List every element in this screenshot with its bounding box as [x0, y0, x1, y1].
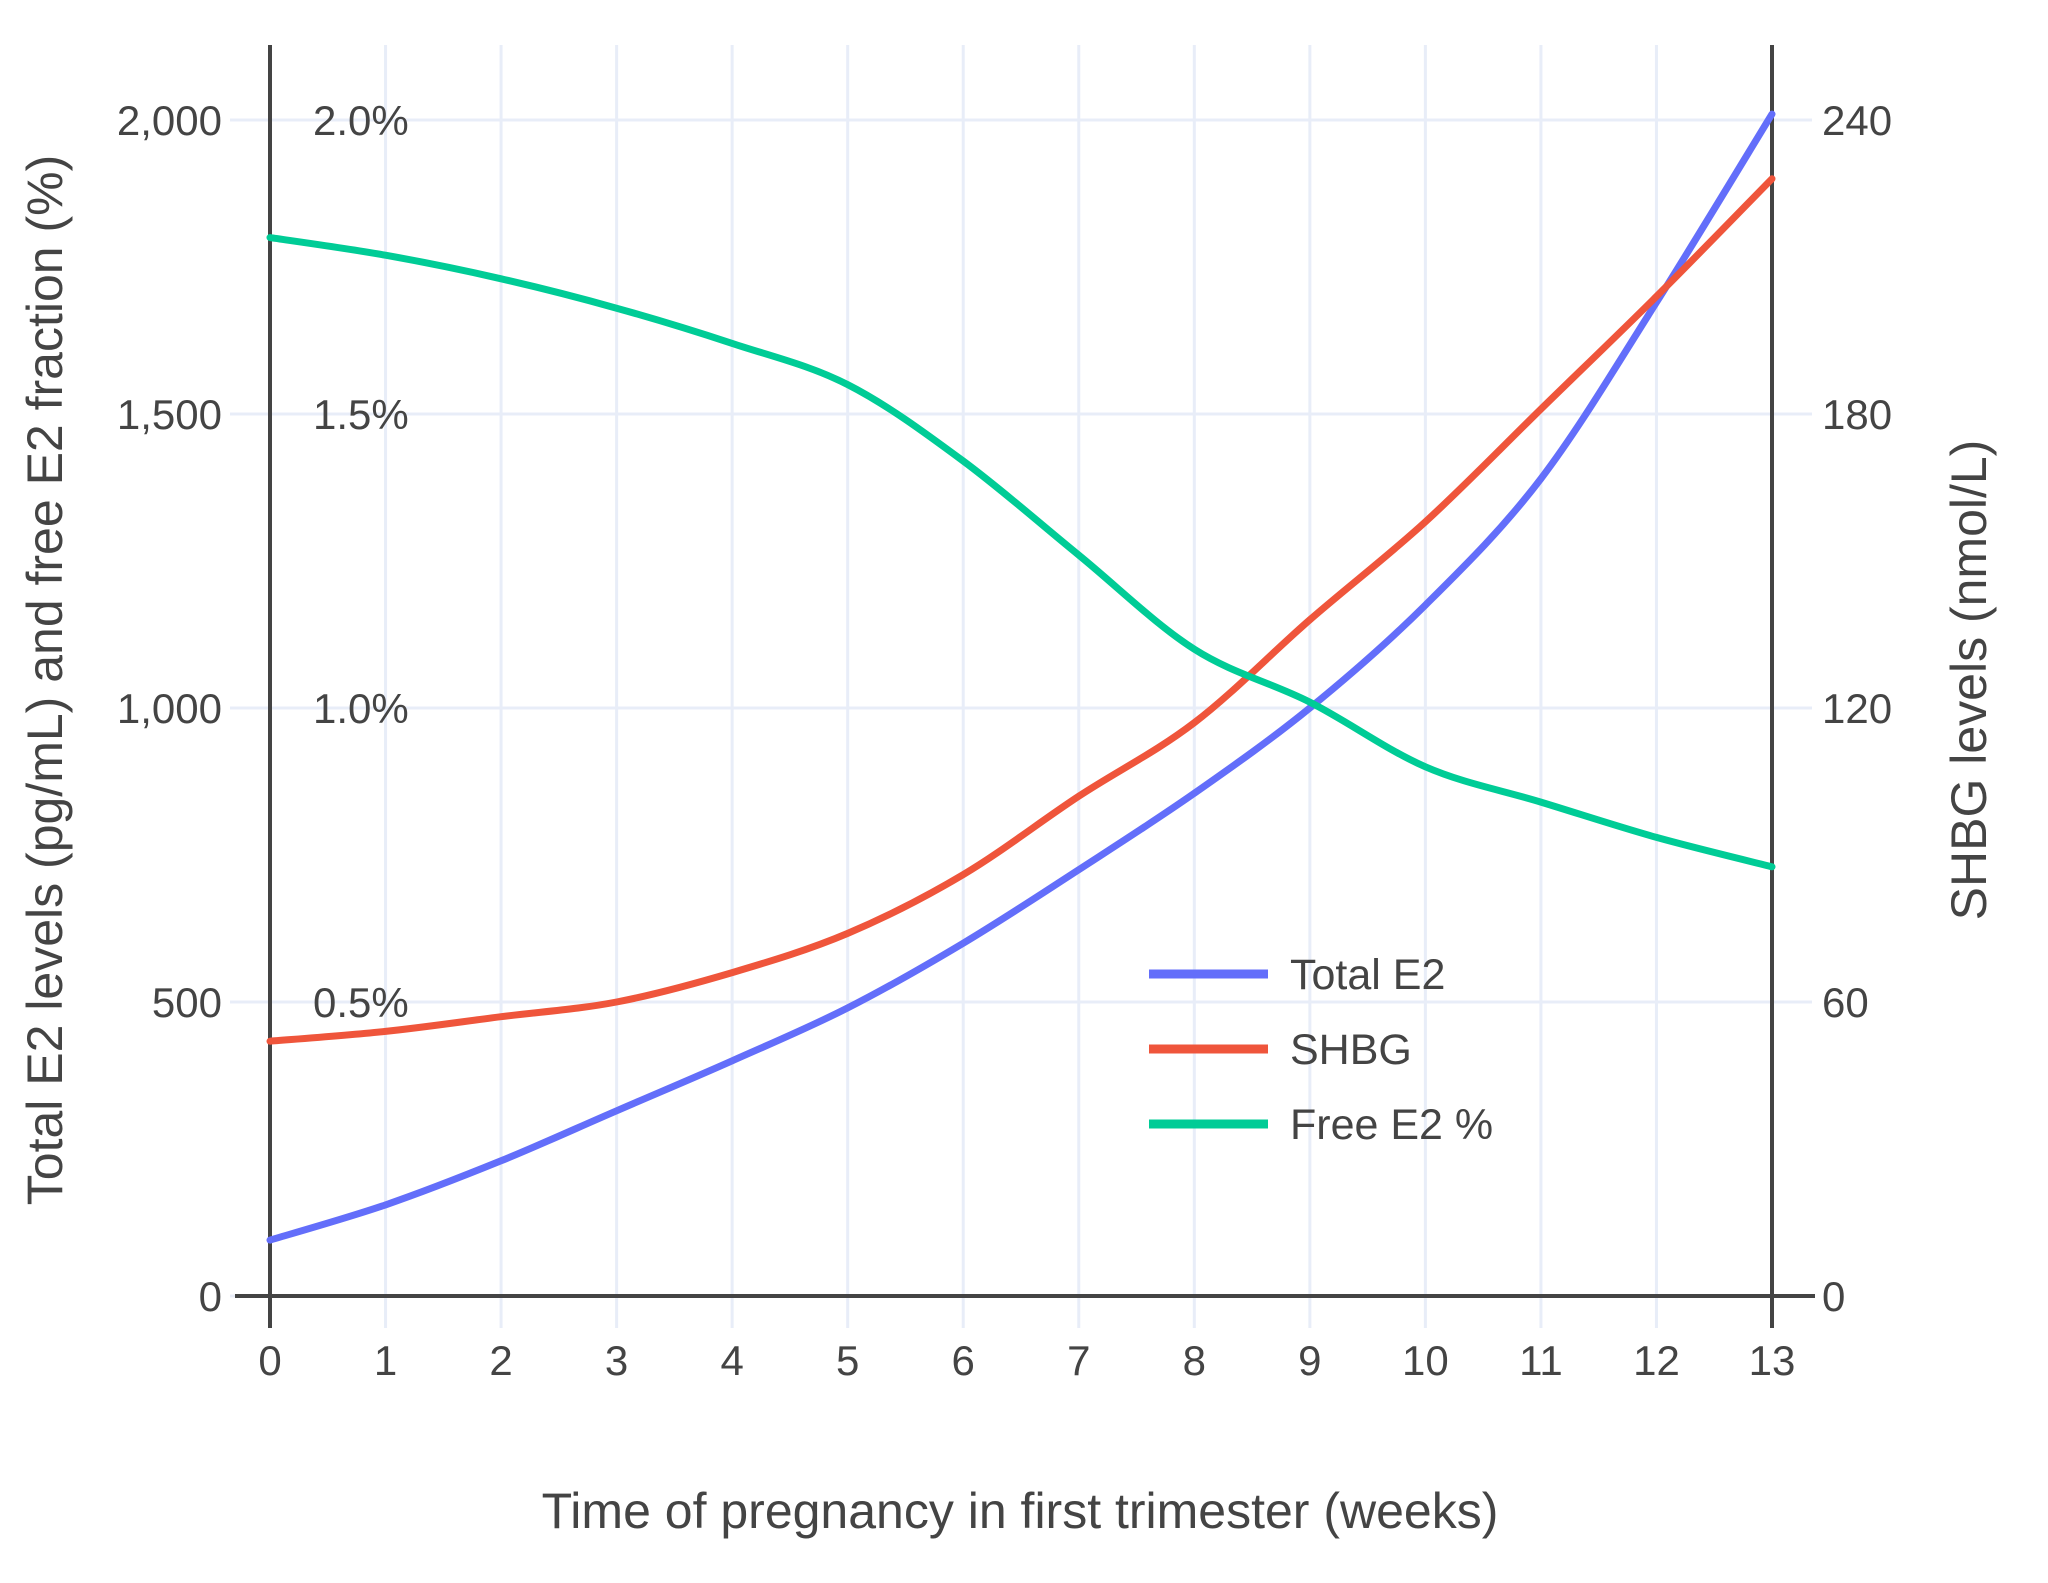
- series-line-free-e2: [266, 234, 1776, 871]
- x-tick-label: 9: [1298, 1337, 1321, 1384]
- y-right-tick-label: 240: [1822, 97, 1892, 144]
- free-e2-percent-tick-label: 1.5%: [313, 391, 409, 438]
- y-right-axis-title: SHBG levels (nmol/L): [1941, 440, 1997, 921]
- y-left-tick-label: 1,000: [117, 685, 222, 732]
- x-tick-label: 4: [720, 1337, 743, 1384]
- x-tick-label: 3: [605, 1337, 628, 1384]
- x-tick-label: 13: [1749, 1337, 1796, 1384]
- y-left-axis-title: Total E2 levels (pg/mL) and free E2 frac…: [17, 155, 73, 1205]
- free-e2-percent-tick-label: 0.5%: [313, 979, 409, 1026]
- legend-label-total-e2: Total E2: [1290, 951, 1445, 999]
- y-right-tick-label: 0: [1822, 1273, 1845, 1320]
- gridlines: [230, 45, 1812, 1328]
- axis-lines: [235, 45, 1815, 1328]
- x-tick-label: 5: [836, 1337, 859, 1384]
- x-tick-label: 1: [374, 1337, 397, 1384]
- series-lines: [266, 110, 1776, 1244]
- legend-item-free-e2[interactable]: Free E2 %: [1149, 1101, 1493, 1149]
- y-right-tick-label: 120: [1822, 685, 1892, 732]
- axis-tick-labels: 05001,0001,5002,0000.5%1.0%1.5%2.0%06012…: [117, 97, 1892, 1384]
- x-tick-label: 8: [1183, 1337, 1206, 1384]
- y-left-tick-label: 1,500: [117, 391, 222, 438]
- x-tick-label: 0: [258, 1337, 281, 1384]
- x-tick-label: 2: [489, 1337, 512, 1384]
- x-axis-title: Time of pregnancy in first trimester (we…: [542, 1483, 1499, 1539]
- free-e2-percent-tick-label: 1.0%: [313, 685, 409, 732]
- y-left-tick-label: 500: [152, 979, 222, 1026]
- x-tick-label: 10: [1402, 1337, 1449, 1384]
- x-tick-label: 6: [952, 1337, 975, 1384]
- series-line-shbg: [266, 175, 1776, 1045]
- x-tick-label: 12: [1633, 1337, 1680, 1384]
- legend-label-free-e2: Free E2 %: [1290, 1101, 1493, 1149]
- y-right-tick-label: 60: [1822, 979, 1869, 1026]
- x-tick-label: 7: [1067, 1337, 1090, 1384]
- y-left-tick-label: 2,000: [117, 97, 222, 144]
- legend-item-total-e2[interactable]: Total E2: [1149, 951, 1445, 999]
- y-right-tick-label: 180: [1822, 391, 1892, 438]
- y-left-tick-label: 0: [199, 1273, 222, 1320]
- x-tick-label: 11: [1519, 1337, 1563, 1384]
- series-line-total-e2: [266, 110, 1776, 1244]
- legend: Total E2 SHBG Free E2 %: [1149, 951, 1493, 1149]
- legend-label-shbg: SHBG: [1290, 1026, 1412, 1074]
- legend-item-shbg[interactable]: SHBG: [1149, 1026, 1412, 1074]
- free-e2-percent-tick-label: 2.0%: [313, 97, 409, 144]
